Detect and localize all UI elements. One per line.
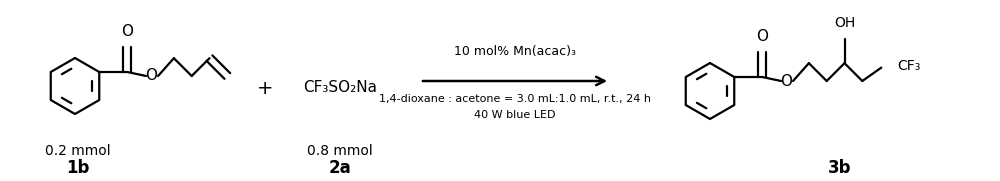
Text: 1b: 1b [66,159,90,177]
Text: 2a: 2a [329,159,351,177]
Text: 40 W blue LED: 40 W blue LED [474,110,556,120]
Text: +: + [257,79,273,98]
Text: 0.8 mmol: 0.8 mmol [307,144,373,158]
Text: OH: OH [834,16,855,30]
Text: 0.2 mmol: 0.2 mmol [45,144,111,158]
Text: 10 mol% Mn(acac)₃: 10 mol% Mn(acac)₃ [454,45,576,58]
Text: O: O [756,29,768,44]
Text: 3b: 3b [828,159,852,177]
Text: O: O [145,68,157,83]
Text: CF₃: CF₃ [897,59,921,73]
Text: O: O [121,24,133,39]
Text: O: O [780,73,792,89]
Text: 1,4-dioxane : acetone = 3.0 mL:1.0 mL, r.t., 24 h: 1,4-dioxane : acetone = 3.0 mL:1.0 mL, r… [379,94,651,104]
Text: CF₃SO₂Na: CF₃SO₂Na [303,81,377,96]
